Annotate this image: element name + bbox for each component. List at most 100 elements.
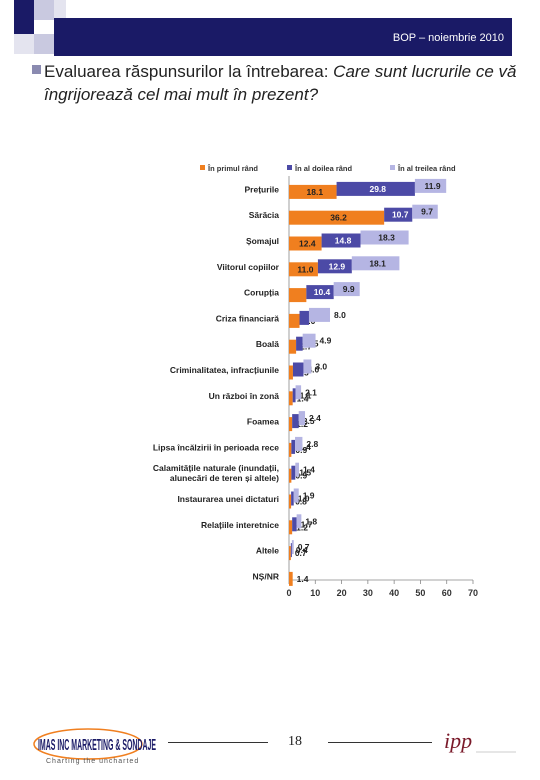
data-label: 0.4 [296, 545, 308, 555]
category-label: Criza financiară [216, 313, 280, 323]
category-label: Lipsa încălzirii în perioada rece [153, 442, 279, 452]
category-label: Corupția [244, 288, 279, 298]
data-label: 1.0 [298, 494, 310, 504]
data-label: 12.4 [299, 239, 316, 249]
bar-3 [295, 436, 303, 451]
category-label: Sărăcia [249, 210, 280, 220]
bar-3 [293, 488, 299, 503]
bar-2 [296, 336, 303, 351]
bar-3 [296, 514, 302, 529]
data-label: 14.8 [335, 236, 352, 246]
bar-2 [291, 491, 294, 506]
x-tick-label: 40 [389, 588, 399, 598]
bar-2 [292, 362, 304, 377]
imas-logo-tagline: Charting the uncharted [46, 758, 139, 765]
data-label: 3.0 [315, 362, 327, 372]
title-lead: Evaluarea răspunsurilor la întrebarea: [44, 62, 334, 81]
ipp-logo-text: ipp [444, 728, 472, 753]
bar-3 [351, 256, 400, 271]
legend-swatch [200, 165, 205, 170]
bar-1 [289, 184, 337, 199]
category-label: Prețurile [245, 184, 280, 194]
x-tick-label: 70 [468, 588, 478, 598]
legend-label: În primul rând [207, 164, 258, 173]
bar-2 [321, 233, 361, 248]
bar-3 [360, 230, 409, 245]
bar-1 [289, 546, 291, 561]
x-tick-label: 50 [415, 588, 425, 598]
data-label: 1.8 [305, 516, 317, 526]
bar-3 [295, 462, 299, 477]
category-label: Foamea [247, 417, 279, 427]
bar-2 [299, 310, 309, 325]
bar-1 [289, 520, 293, 535]
bar-1 [289, 494, 292, 509]
bar-1 [289, 442, 292, 457]
bar-1 [289, 339, 297, 354]
bar-1 [289, 417, 293, 432]
category-label: Relațiile interetnice [201, 520, 279, 530]
legend-swatch [390, 165, 395, 170]
bar-1 [289, 236, 322, 251]
bar-2 [291, 439, 296, 454]
footer-line-right [328, 742, 432, 743]
x-tick-label: 30 [363, 588, 373, 598]
data-label: 2.5 [303, 416, 315, 426]
bar-2 [292, 388, 296, 403]
data-label: 12.9 [329, 261, 346, 271]
x-tick-label: 0 [286, 588, 291, 598]
data-label: 29.8 [369, 184, 386, 194]
bar-3 [298, 411, 306, 426]
bar-3 [412, 204, 438, 219]
category-label: Șomajul [246, 236, 279, 246]
data-label: 9.7 [421, 207, 433, 217]
header-bar: BOP – noiembrie 2010 [54, 18, 512, 56]
bar-3 [302, 333, 316, 348]
data-label: 1.4 [297, 574, 309, 584]
x-tick-label: 20 [337, 588, 347, 598]
data-label: 4.9 [320, 336, 332, 346]
data-label: 1.1 [300, 390, 312, 400]
title-bullet [32, 65, 41, 74]
data-label: 0.7 [298, 542, 310, 552]
data-label: 9.9 [343, 284, 355, 294]
data-label: 2.4 [309, 413, 321, 423]
data-label: 11.0 [297, 264, 313, 274]
legend-swatch [287, 165, 292, 170]
data-label: 2.8 [306, 439, 318, 449]
imas-logo: IMAS INC MARKETING & SONDAJE Charting th… [33, 728, 156, 765]
bar-2 [317, 259, 352, 274]
data-label: 18.1 [369, 258, 386, 268]
bar-3 [291, 540, 294, 555]
category-label: Altele [256, 546, 279, 556]
data-label: 18.1 [307, 187, 324, 197]
bar-1 [289, 468, 292, 483]
bar-1 [289, 288, 307, 303]
bar-1 [289, 210, 385, 225]
data-label: 36.2 [330, 213, 347, 223]
bar-1 [289, 313, 300, 328]
data-label: 1.4 [299, 442, 311, 452]
data-label: 8.0 [334, 310, 346, 320]
data-label: 1.9 [303, 491, 315, 501]
legend-label: În al treilea rând [397, 164, 456, 173]
category-label: NȘ/NR [253, 571, 279, 581]
bar-3 [414, 178, 447, 193]
legend-label: În al doilea rând [294, 164, 353, 173]
bar-1 [289, 365, 293, 380]
data-label: 1.2 [296, 522, 308, 532]
data-label: 1.7 [301, 519, 313, 529]
category-label: Viitorul copiilor [217, 262, 280, 272]
category-label: Calamitățile naturale (inundații, alunecă… [153, 463, 279, 483]
data-label: 0.9 [295, 471, 307, 481]
slide-title: Evaluarea răspunsurilor la întrebarea: C… [44, 60, 524, 106]
bar-2 [306, 285, 334, 300]
ipp-logo: ipp [444, 728, 516, 753]
data-label: 0.7 [295, 548, 307, 558]
data-label: 10.7 [392, 210, 409, 220]
bar-3 [295, 385, 302, 400]
data-label: 18.3 [378, 233, 395, 243]
data-label: 11.9 [425, 181, 441, 191]
data-label: 1.4 [303, 465, 315, 475]
